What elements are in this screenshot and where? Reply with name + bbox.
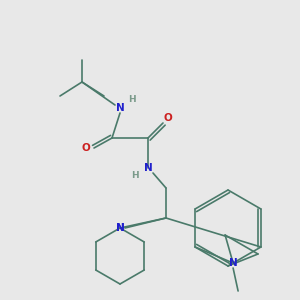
- Text: N: N: [144, 163, 152, 173]
- Text: N: N: [229, 258, 238, 268]
- Text: N: N: [116, 223, 124, 233]
- Text: H: H: [131, 172, 139, 181]
- Text: N: N: [116, 103, 124, 113]
- Text: H: H: [128, 95, 136, 104]
- Text: N: N: [116, 223, 124, 233]
- Text: O: O: [82, 143, 90, 153]
- Text: O: O: [164, 113, 172, 123]
